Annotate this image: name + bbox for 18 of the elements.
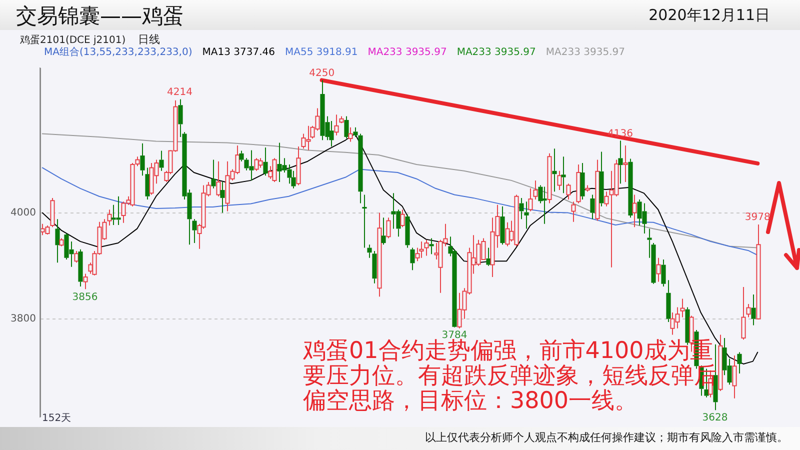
annotation: 4214 [167, 86, 192, 98]
y-tick-label: 4000 [10, 207, 36, 218]
text: 鸡蛋2101(DCE j2101) [20, 34, 126, 47]
annotation: 4250 [309, 68, 335, 79]
text: 以上仅代表分析师个人观点不构成任何操作建议；期市有风险入市需谨慎。 [425, 430, 788, 445]
text: MA233 3935.97 [368, 47, 447, 58]
annotation: 3856 [72, 292, 98, 303]
text: MA233 3935.97 [456, 47, 536, 58]
text: MA55 3918.91 [284, 47, 358, 58]
chart-title: 交易锦囊——鸡蛋 [16, 3, 184, 30]
text: 日线 [138, 32, 160, 47]
text: MA13 3737.46 [202, 47, 275, 58]
text: 2020年12月11日 [648, 6, 770, 25]
annotation: 152天 [42, 412, 72, 425]
y-tick-label: 3800 [10, 313, 36, 324]
annotation: 3628 [702, 412, 728, 424]
text: MA组合(13,55,233,233,233,0) [44, 47, 192, 58]
text: MA233 3935.97 [546, 47, 625, 58]
